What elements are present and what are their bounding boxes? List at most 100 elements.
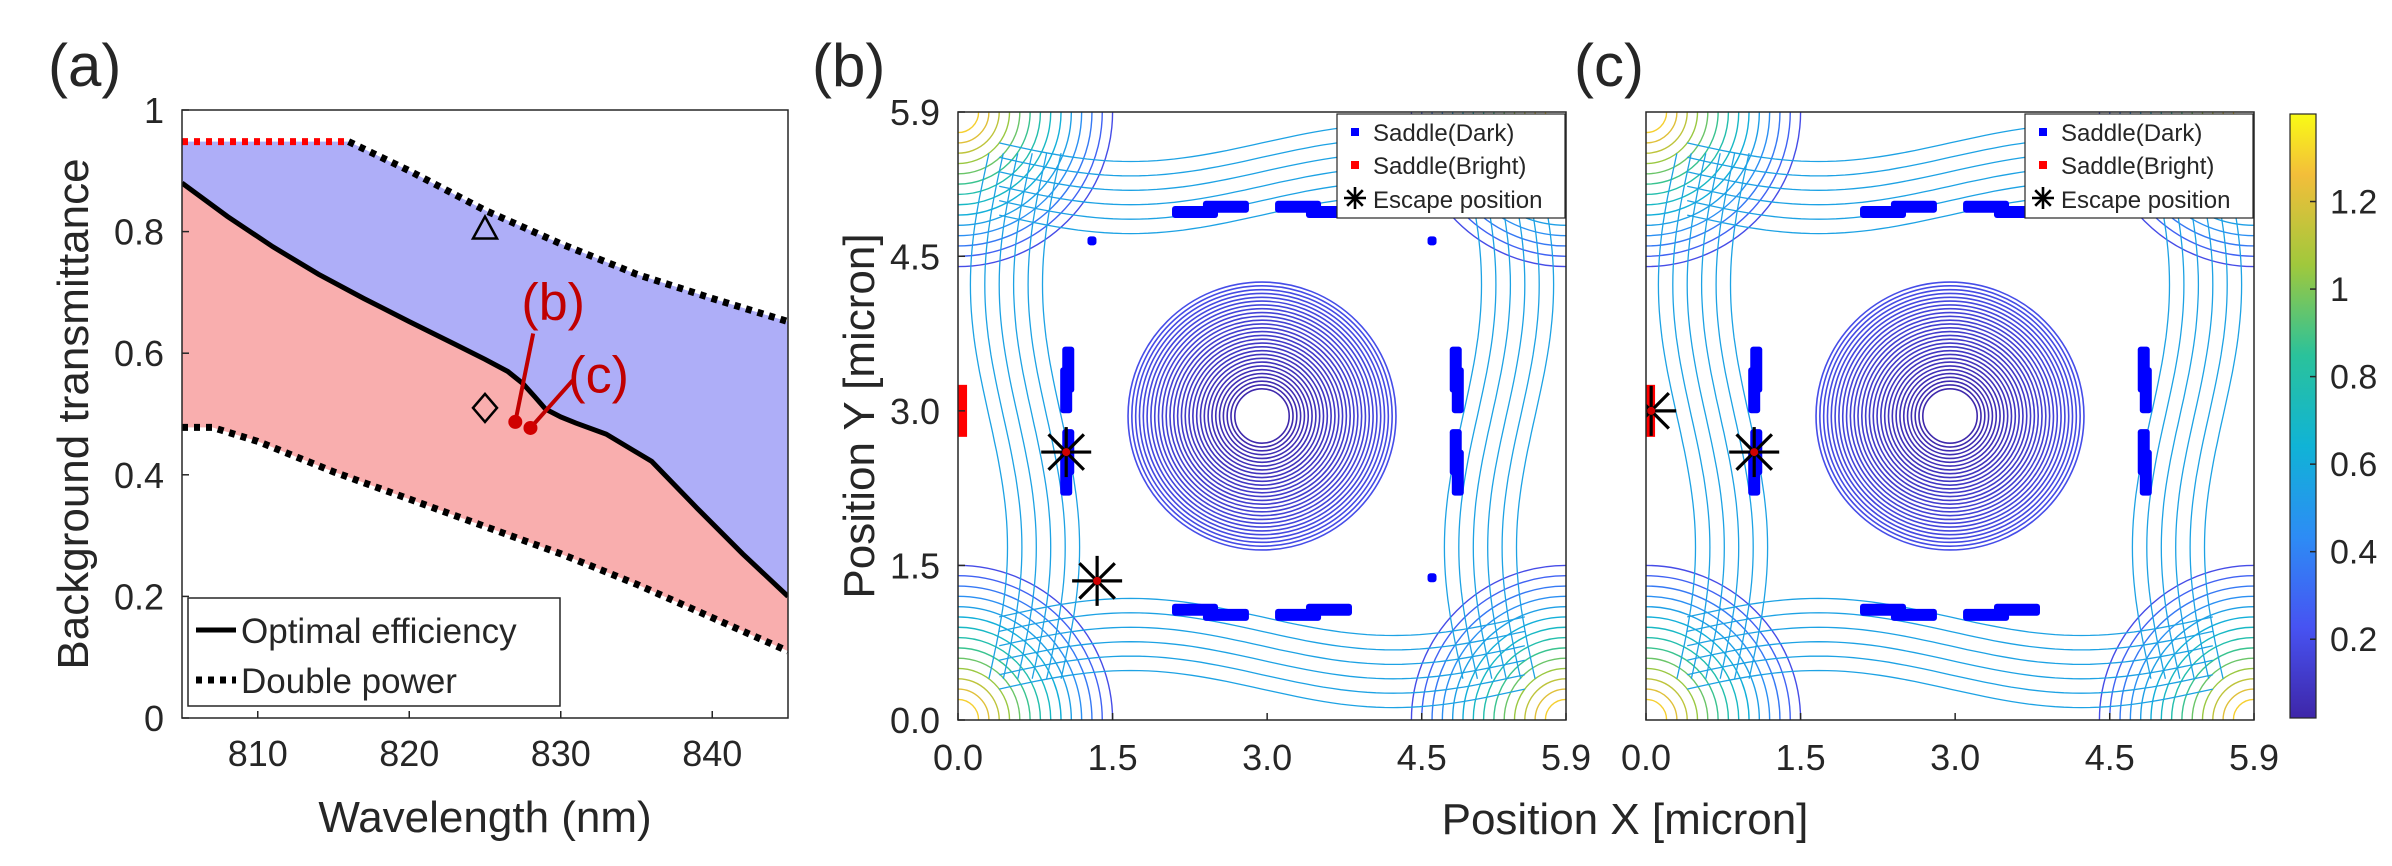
c-contour-ring xyxy=(1876,342,2024,490)
panel-a-ytick-label: 0.4 xyxy=(114,455,164,496)
b-contour-ring xyxy=(1146,300,1378,532)
panel-a-legend: Optimal efficiency Double power xyxy=(187,597,561,707)
panel-a-xlabel: Wavelength (nm) xyxy=(318,793,651,842)
panel-b-saddles xyxy=(958,200,1464,621)
c-xtick-label: 0.0 xyxy=(1621,737,1671,778)
b-contour-edge xyxy=(1041,153,1081,679)
colorbar-tick-label: 0.4 xyxy=(2330,534,2377,572)
b-contour-ring xyxy=(1199,353,1325,479)
saddle-dark-marker xyxy=(1993,603,2040,616)
panel-c-legend: Saddle(Dark) Saddle(Bright) Escape posit… xyxy=(2024,113,2254,219)
colorbar: 0.2 0.4 0.6 0.8 1 1.2 xyxy=(2289,113,2377,719)
c-contour-ring xyxy=(1838,304,2062,528)
panel-label-a: (a) xyxy=(48,32,121,99)
panel-a-ytick-label: 0.8 xyxy=(114,212,164,253)
saddle-dark-marker xyxy=(1890,200,1937,213)
c-xtick-label: 4.5 xyxy=(2085,737,2135,778)
annotation-b-pointer xyxy=(513,333,536,423)
triangle-marker xyxy=(470,213,500,240)
colorbar-tick-label: 1.2 xyxy=(2330,184,2377,222)
legend-escape-star-c xyxy=(2032,187,2054,209)
b-contour-edge xyxy=(999,641,1525,680)
b-ytick-label: 0.0 xyxy=(890,700,940,741)
legend-saddle-bright-b: Saddle(Bright) xyxy=(1373,153,1526,180)
b-ytick-label: 4.5 xyxy=(890,236,940,277)
c-contour-ring xyxy=(1849,315,2051,517)
b-contour-edge xyxy=(999,612,1525,651)
c-contour-edge xyxy=(2131,153,2171,679)
c-contour-edge xyxy=(1687,641,2213,680)
c-contour-ring xyxy=(1880,346,2020,486)
legend-escape-star-b xyxy=(1344,187,1366,209)
b-contour-ring xyxy=(1233,387,1291,445)
saddle-dark-marker xyxy=(1427,236,1437,246)
saddle-dark-marker xyxy=(1451,449,1464,496)
panel-a-ytick-label: 0 xyxy=(144,698,164,739)
c-contour-edge xyxy=(1687,669,2213,709)
b-contour-ring xyxy=(1207,361,1317,471)
saddle-dark-marker xyxy=(1060,367,1073,414)
c-contour-edge xyxy=(1686,153,1725,679)
saddle-dark-marker xyxy=(1087,236,1097,246)
escape-center-dot xyxy=(1093,576,1102,585)
c-contour-ring xyxy=(1826,292,2074,540)
b-contour-edge xyxy=(999,669,1525,709)
c-contour-ring xyxy=(1822,288,2078,544)
b-contour-ring xyxy=(1165,319,1359,513)
panel-c-axes-box xyxy=(1645,111,2255,721)
b-contour-ring xyxy=(1153,307,1371,525)
colorbar-tick-label: 0.6 xyxy=(2330,446,2377,484)
panel-b-axes-box xyxy=(957,111,1567,721)
b-contour-ring xyxy=(1214,368,1310,464)
b-contour-edge xyxy=(1515,153,1555,679)
b-xtick-label: 5.9 xyxy=(1541,737,1591,778)
panel-a-chart: 0 0.2 0.4 0.6 0.8 1 810 820 830 840 (b) (c) Optim… xyxy=(49,90,789,842)
panel-c-ticks: 0.0 1.5 3.0 4.5 5.9 xyxy=(1621,713,2279,778)
b-contour-ring xyxy=(1188,342,1336,490)
legend-escape-star-stroke xyxy=(1346,189,1364,207)
c-contour-edge xyxy=(1700,153,1740,679)
c-contour-ring xyxy=(1910,376,1990,456)
saddle-dark-marker xyxy=(2139,367,2152,414)
c-contour-ring xyxy=(1914,380,1986,452)
saddle-dark-marker xyxy=(1202,608,1249,621)
c-contour-edge xyxy=(2189,153,2228,679)
legend-double-power: Double power xyxy=(241,662,457,701)
b-contour-edge xyxy=(1012,153,1052,679)
c-contour-edge xyxy=(2146,153,2185,679)
c-contour-ring xyxy=(1857,323,2043,509)
c-contour-edge xyxy=(1729,153,1769,679)
c-contour-edge xyxy=(1687,626,2213,666)
panel-bc-xlabel: Position X [micron] xyxy=(1442,795,1809,844)
annotation-c-pointer xyxy=(528,379,575,430)
double-power-upper-line xyxy=(347,138,788,325)
panel-b-legend: Saddle(Dark) Saddle(Bright) Escape posit… xyxy=(1336,113,1566,219)
saddle-dark-marker xyxy=(2139,449,2152,496)
panel-a-ytick-label: 0.2 xyxy=(114,576,164,617)
legend-saddle-bright-c: Saddle(Bright) xyxy=(2061,153,2214,180)
b-contour-edge xyxy=(999,626,1525,666)
b-xtick-label: 4.5 xyxy=(1397,737,1447,778)
b-contour-ring xyxy=(1211,365,1313,467)
b-xtick-label: 0.0 xyxy=(933,737,983,778)
b-contour-edge xyxy=(999,655,1525,694)
panel-a-xtick-label: 810 xyxy=(228,733,288,774)
b-contour-ring xyxy=(1127,281,1397,551)
point-c-marker xyxy=(523,420,538,435)
colorbar-gradient xyxy=(2289,113,2317,719)
panel-a-ytick-label: 0.6 xyxy=(114,333,164,374)
escape-center-dot xyxy=(1062,448,1071,457)
c-contour-ring xyxy=(1899,365,2001,467)
b-contour-ring xyxy=(1172,326,1352,506)
b-ytick-label: 1.5 xyxy=(890,545,940,586)
c-contour-ring xyxy=(1887,353,2013,479)
legend-escape-c: Escape position xyxy=(2061,187,2230,214)
upper-region-fill xyxy=(182,141,788,597)
b-ytick-label: 5.9 xyxy=(890,92,940,133)
panel-a-ticks: 0 0.2 0.4 0.6 0.8 1 810 820 830 840 xyxy=(114,90,742,774)
annotation-c-label: (c) xyxy=(568,346,629,404)
legend-saddle-dark-b: Saddle(Dark) xyxy=(1373,120,1514,147)
c-contour-edge xyxy=(1687,612,2213,651)
b-contour-edge xyxy=(1027,153,1066,679)
